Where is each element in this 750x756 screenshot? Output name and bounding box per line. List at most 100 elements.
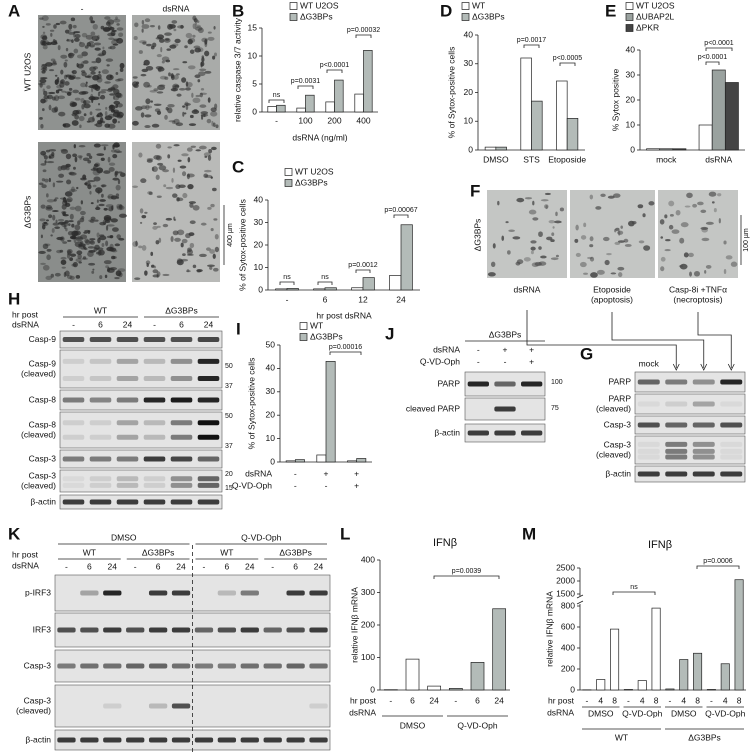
cell <box>104 111 108 117</box>
band <box>263 663 282 669</box>
y-tick-label: 10 <box>464 116 474 126</box>
cell <box>115 193 120 198</box>
cell <box>51 96 56 101</box>
cell <box>95 38 98 41</box>
cell <box>610 272 617 275</box>
lane-label: 24 <box>123 319 133 329</box>
cell <box>180 24 184 29</box>
band <box>309 627 328 633</box>
cell <box>149 24 155 28</box>
band <box>148 663 168 669</box>
cell <box>160 47 163 53</box>
cell <box>103 207 108 211</box>
x-tick-label: 4 <box>681 695 686 705</box>
cell <box>178 184 186 189</box>
cell <box>44 243 51 247</box>
cell <box>144 270 148 276</box>
blot-strip <box>634 465 746 483</box>
cell <box>40 204 46 209</box>
cell <box>189 220 196 225</box>
cell <box>71 39 74 43</box>
legend-swatch <box>284 168 293 176</box>
group-label: WT <box>94 305 107 315</box>
cell <box>170 88 178 92</box>
cell <box>56 236 64 241</box>
lane-label: 6 <box>293 561 298 571</box>
bar <box>734 579 744 691</box>
y-tick-label: 200 <box>561 663 575 673</box>
cell <box>207 206 212 210</box>
panel-letter: L <box>340 524 350 543</box>
cell <box>170 235 174 242</box>
cell <box>116 37 124 44</box>
band <box>692 401 715 407</box>
legend-swatch <box>625 24 634 32</box>
cell <box>617 240 625 243</box>
legend-swatch <box>299 322 308 330</box>
band <box>148 737 168 743</box>
legend-label: WT U2OS <box>295 166 334 176</box>
significance-bracket <box>317 281 333 285</box>
cell <box>71 70 75 74</box>
lane-label: - <box>134 561 137 571</box>
cell <box>40 234 43 239</box>
bar <box>520 57 532 151</box>
cell <box>71 236 76 240</box>
cell <box>167 103 175 108</box>
cell <box>617 266 625 271</box>
cell <box>45 23 51 26</box>
cell <box>89 240 95 245</box>
cell <box>145 260 151 265</box>
cell <box>207 31 212 34</box>
cell <box>540 199 549 202</box>
y-tick-label: 15 <box>248 22 258 32</box>
band <box>692 448 715 454</box>
lane-label: 6 <box>225 561 230 571</box>
cell <box>66 92 72 96</box>
cell <box>144 114 152 118</box>
band <box>170 397 193 403</box>
row-label: β-actin <box>25 734 51 744</box>
bar <box>711 69 726 151</box>
band <box>103 703 122 709</box>
cell <box>139 221 143 224</box>
cell <box>71 70 77 75</box>
x-axis-label: dsRNA (ng/ml) <box>292 132 347 142</box>
cell <box>54 226 60 230</box>
band <box>89 434 112 440</box>
cell <box>717 193 722 197</box>
significance-bracket <box>705 61 720 65</box>
header: dsRNA <box>12 560 39 570</box>
cell <box>72 261 78 268</box>
band <box>692 379 715 385</box>
cell <box>209 249 215 254</box>
cell <box>111 205 114 211</box>
bar <box>356 458 367 463</box>
caption: Etoposide <box>593 284 631 294</box>
cell <box>65 227 68 232</box>
cell <box>181 171 187 177</box>
cell <box>145 104 150 111</box>
band <box>57 627 76 633</box>
cell <box>532 200 535 206</box>
header: hr post <box>12 549 39 559</box>
cell <box>108 167 115 172</box>
cell <box>144 18 151 23</box>
cell <box>94 219 99 222</box>
condition-value: + <box>529 344 534 354</box>
cell <box>74 97 81 101</box>
legend-label: ΔG3BPs <box>295 177 328 187</box>
bar <box>651 607 661 691</box>
cell <box>181 153 189 157</box>
cell <box>42 169 47 173</box>
cell <box>81 215 85 220</box>
cell <box>212 253 216 259</box>
band <box>170 434 193 440</box>
cell <box>67 239 72 242</box>
cell <box>88 240 94 244</box>
cell <box>60 54 68 59</box>
cell <box>76 250 83 255</box>
row-label: ΔG3BPs <box>472 219 482 252</box>
row-label: (cleaved) <box>21 480 56 490</box>
cell <box>141 28 144 33</box>
